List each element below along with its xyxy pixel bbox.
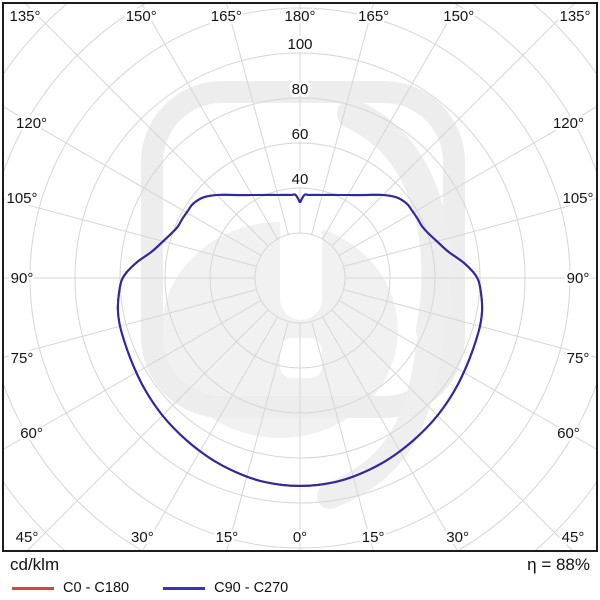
angle-tick-label: 45°: [16, 529, 39, 546]
angle-tick-label: 180°: [284, 8, 315, 25]
angle-tick-label: 60°: [20, 425, 43, 442]
angle-tick-label: 75°: [11, 350, 34, 367]
radial-tick-label: 40: [292, 171, 309, 188]
polar-spoke: [322, 316, 459, 551]
angle-tick-label: 150°: [126, 8, 157, 25]
angle-tick-label: 120°: [553, 115, 584, 132]
polar-spoke: [331, 3, 576, 247]
angle-tick-label: 15°: [362, 529, 385, 546]
legend-label-c0-c180: C0 - C180: [63, 580, 130, 596]
polar-spoke: [140, 3, 278, 240]
radial-tick-label: 80: [292, 81, 309, 98]
angle-tick-label: 0°: [293, 529, 307, 546]
polar-spoke: [331, 309, 574, 551]
angle-tick-label: 135°: [559, 8, 590, 25]
legend-label-c90-c270: C90 - C270: [214, 580, 289, 596]
angle-tick-label: 105°: [6, 190, 37, 207]
watermark-logo: [280, 172, 322, 320]
watermark-logo: [141, 81, 465, 418]
angle-tick-label: 105°: [562, 190, 593, 207]
c0-c180-swatch-icon: [12, 586, 54, 590]
polar-spoke: [225, 3, 289, 235]
polar-chart-canvas: 40 60 80 100 0° 15° 15° 30° 30° 45° 45° 60° 60° 75° 75…: [2, 2, 598, 552]
angle-tick-label: 165°: [211, 8, 242, 25]
watermark-logo: [162, 222, 398, 438]
polar-spoke: [3, 197, 257, 267]
angle-tick-label: 75°: [567, 350, 590, 367]
watermark-logo: [317, 317, 444, 509]
c90-c270-swatch-icon: [163, 586, 206, 590]
angle-tick-label: 15°: [216, 529, 239, 546]
polar-spoke: [343, 197, 597, 267]
efficiency-value: η = 88%: [527, 555, 590, 574]
angle-tick-label: 165°: [358, 8, 389, 25]
angle-tick-label: 90°: [567, 270, 590, 287]
angle-tick-label: 30°: [446, 529, 469, 546]
polar-spoke: [3, 105, 262, 256]
legend-band: cd/klm η = 88% C0 - C180 C90 - C270: [0, 553, 600, 600]
polar-spoke: [3, 289, 257, 359]
polar-spoke: [338, 300, 597, 451]
legend-items: C0 - C180 C90 - C270: [12, 580, 288, 596]
watermark-logo: [280, 338, 322, 378]
angle-tick-label: 135°: [9, 8, 40, 25]
angle-tick-label: 90°: [11, 270, 34, 287]
chart-frame: [2, 2, 598, 552]
polar-spoke: [226, 321, 289, 551]
watermark-logo: [337, 99, 452, 345]
polar-spoke: [343, 289, 597, 359]
angle-tick-label: 60°: [557, 425, 580, 442]
chart-body: 40 60 80 100 0° 15° 15° 30° 30° 45° 45° 60° 60° 75° 75…: [3, 3, 597, 551]
polar-spoke: [141, 316, 278, 551]
polar-spoke: [311, 3, 375, 235]
polar-spoke: [311, 321, 374, 551]
unit-label: cd/klm: [10, 555, 60, 574]
radial-tick-label: 100: [287, 36, 312, 53]
curve-c90-c270: [116, 193, 484, 487]
polar-spoke: [26, 309, 269, 551]
polar-spoke: [24, 3, 269, 247]
angle-tick-label: 45°: [562, 529, 585, 546]
angle-tick-label: 150°: [443, 8, 474, 25]
legend-header: cd/klm η = 88%: [10, 555, 590, 575]
polar-spoke: [338, 105, 597, 256]
radial-tick-label: 60: [292, 126, 309, 143]
angle-tick-label: 30°: [131, 529, 154, 546]
polar-spoke: [3, 300, 262, 451]
angle-tick-label: 120°: [16, 115, 47, 132]
polar-spoke: [322, 3, 460, 240]
